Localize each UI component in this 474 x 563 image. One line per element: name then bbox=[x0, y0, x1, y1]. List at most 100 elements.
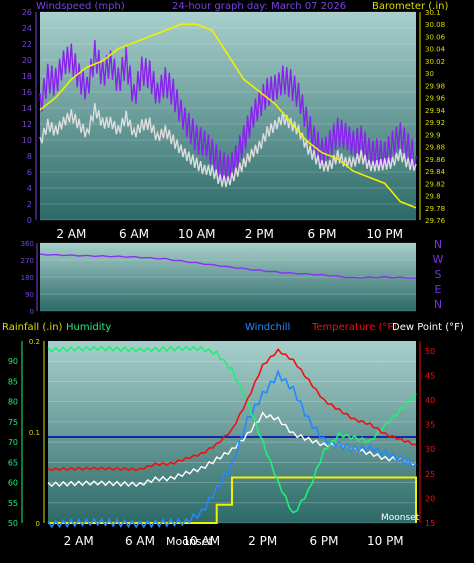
panel1-x-ticks: 2 AM 6 AM 10 AM 2 PM 6 PM 10 PM bbox=[56, 227, 403, 241]
temperature-tick-label: 25 bbox=[425, 470, 435, 479]
barometer-tick-label: 29.94 bbox=[425, 107, 446, 115]
rain-tick-label: 0.2 bbox=[29, 338, 40, 346]
barometer-tick-label: 29.76 bbox=[425, 217, 446, 225]
rain-tick-label: 0.1 bbox=[29, 429, 40, 437]
direction-tick-label: 270 bbox=[21, 257, 34, 265]
panel3-x-ticks: 2 AM 6 AM 10 AM 2 PM 6 PM 10 PM bbox=[64, 534, 404, 548]
barometer-axis-label: Barometer (.in) bbox=[372, 1, 448, 12]
barometer-tick-label: 29.84 bbox=[425, 168, 446, 176]
compass-label: E bbox=[435, 283, 442, 296]
temperature-series bbox=[47, 348, 417, 472]
x-tick-label: 2 AM bbox=[64, 534, 94, 548]
direction-tick-label: 90 bbox=[25, 291, 34, 299]
humidity-tick-label: 50 bbox=[8, 519, 18, 528]
windspeed-tick-label: 20 bbox=[22, 56, 32, 65]
wind-direction-y-ticks: 0 90 180 270 360 bbox=[21, 240, 38, 316]
x-tick-label: 6 PM bbox=[307, 227, 336, 241]
windspeed-tick-label: 12 bbox=[22, 120, 32, 129]
barometer-tick-label: 29.82 bbox=[425, 180, 445, 188]
humidity-tick-label: 55 bbox=[8, 499, 18, 508]
temperature-tick-label: 30 bbox=[425, 445, 435, 454]
temperature-tick-label: 35 bbox=[425, 421, 435, 430]
humidity-legend: Humidity bbox=[66, 322, 111, 333]
windspeed-tick-label: 24 bbox=[22, 24, 32, 33]
humidity-tick-label: 75 bbox=[8, 418, 18, 427]
barometer-y-ticks: 29.76 29.78 29.8 29.82 29.84 29.86 29.88 29.9 29… bbox=[419, 9, 446, 225]
humidity-tick-label: 80 bbox=[8, 398, 18, 407]
windchill-series bbox=[47, 369, 417, 529]
dewpoint-legend: Dew Point (°F) bbox=[392, 322, 464, 333]
windspeed-tick-label: 18 bbox=[22, 72, 32, 81]
barometer-tick-label: 30.02 bbox=[425, 58, 445, 66]
barometer-series bbox=[39, 23, 417, 209]
rain-tick-label: 0 bbox=[36, 520, 40, 528]
direction-tick-label: 360 bbox=[21, 240, 34, 248]
windspeed-tick-label: 14 bbox=[22, 104, 32, 113]
humidity-series bbox=[47, 345, 417, 514]
barometer-tick-label: 30.08 bbox=[425, 21, 445, 29]
direction-tick-label: 0 bbox=[30, 308, 34, 316]
moonset-right-label: Moonset bbox=[381, 513, 420, 523]
windspeed-tick-label: 26 bbox=[22, 8, 32, 17]
rain-ticks: 0 0.1 0.2 bbox=[29, 338, 45, 528]
rainfall-legend: Rainfall (.in) bbox=[2, 322, 63, 333]
temperature-y-ticks: 15 20 25 30 35 40 45 50 bbox=[419, 341, 435, 528]
barometer-tick-label: 30.06 bbox=[425, 33, 446, 41]
windspeed-plot-area bbox=[40, 12, 416, 220]
x-tick-label: 6 AM bbox=[119, 227, 149, 241]
windchill-legend: Windchill bbox=[245, 322, 290, 333]
humidity-y-ticks: 50 55 60 65 70 75 80 85 90 bbox=[8, 341, 23, 528]
barometer-tick-label: 29.96 bbox=[425, 95, 446, 103]
wind-direction-grid bbox=[40, 242, 416, 312]
temperature-tick-label: 20 bbox=[425, 494, 435, 503]
windspeed-tick-label: 4 bbox=[27, 184, 32, 193]
temperature-tick-label: 15 bbox=[425, 519, 435, 528]
barometer-tick-label: 29.8 bbox=[425, 193, 441, 201]
graph-title: 24-hour graph day: March 07 2026 bbox=[172, 1, 346, 12]
x-tick-label: 10 PM bbox=[367, 534, 404, 548]
humidity-tick-label: 85 bbox=[8, 377, 18, 386]
x-tick-label: 6 PM bbox=[309, 534, 338, 548]
humidity-tick-label: 90 bbox=[8, 357, 18, 366]
x-tick-label: 2 PM bbox=[245, 227, 274, 241]
windspeed-axis-label: Windspeed (mph) bbox=[36, 1, 125, 12]
barometer-tick-label: 30 bbox=[425, 70, 434, 78]
x-tick-label: 6 AM bbox=[125, 534, 155, 548]
temperature-tick-label: 40 bbox=[425, 396, 435, 405]
windspeed-tick-label: 16 bbox=[22, 88, 32, 97]
barometer-tick-label: 29.78 bbox=[425, 205, 445, 213]
compass-label: N bbox=[434, 298, 442, 311]
compass-label: S bbox=[435, 268, 442, 281]
x-tick-label: 2 PM bbox=[248, 534, 277, 548]
barometer-tick-label: 29.86 bbox=[425, 156, 446, 164]
windspeed-grid bbox=[40, 11, 416, 221]
barometer-tick-label: 29.98 bbox=[425, 82, 445, 90]
x-tick-label: 10 AM bbox=[178, 227, 216, 241]
humidity-tick-label: 65 bbox=[8, 458, 18, 467]
windspeed-tick-label: 8 bbox=[27, 152, 32, 161]
barometer-tick-label: 30.1 bbox=[425, 9, 441, 17]
compass-label: W bbox=[433, 253, 444, 266]
barometer-tick-label: 29.88 bbox=[425, 144, 445, 152]
humidity-tick-label: 60 bbox=[8, 479, 18, 488]
x-tick-label: 2 AM bbox=[56, 227, 86, 241]
windspeed-tick-label: 0 bbox=[27, 216, 32, 225]
barometer-tick-label: 29.92 bbox=[425, 119, 445, 127]
temperature-tick-label: 50 bbox=[425, 347, 435, 356]
moonset-label: Moonset bbox=[166, 535, 213, 548]
barometer-tick-label: 30.04 bbox=[425, 46, 446, 54]
wind-direction-series bbox=[39, 253, 417, 280]
windspeed-tick-label: 6 bbox=[27, 168, 32, 177]
direction-tick-label: 180 bbox=[21, 274, 34, 282]
x-tick-label: 10 AM bbox=[183, 534, 221, 548]
temperature-tick-label: 45 bbox=[425, 371, 435, 380]
x-tick-label: 10 PM bbox=[366, 227, 403, 241]
windspeed-tick-label: 2 bbox=[27, 200, 32, 209]
humidity-tick-label: 70 bbox=[8, 438, 18, 447]
wind-avg-series bbox=[39, 103, 417, 188]
windspeed-tick-label: 22 bbox=[22, 40, 32, 49]
